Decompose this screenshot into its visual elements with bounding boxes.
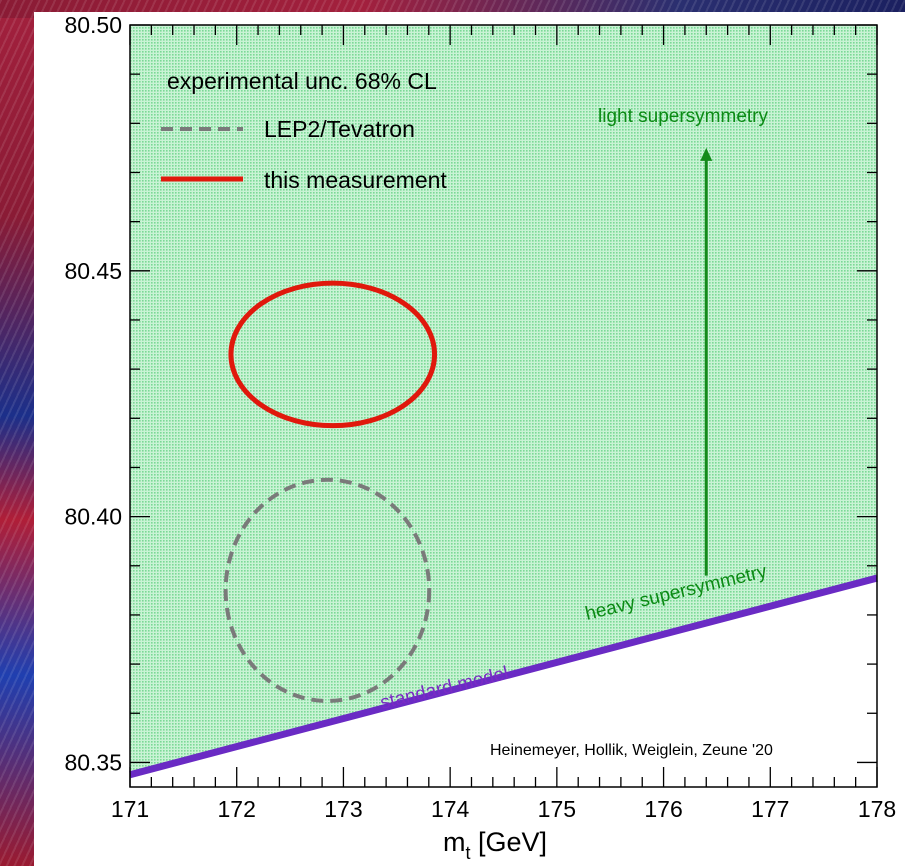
y-tick-labels: 80.35 80.40 80.45 80.50 — [64, 12, 122, 775]
y-tick-label: 80.50 — [64, 12, 122, 38]
x-tick-label: 177 — [751, 796, 789, 822]
x-tick-label: 175 — [538, 796, 576, 822]
x-tick-labels: 171 172 173 174 175 176 177 178 — [111, 796, 896, 822]
legend: experimental unc. 68% CL LEP2/Tevatron t… — [161, 68, 447, 193]
standard-model-line — [129, 574, 878, 779]
arrow-head-icon — [700, 147, 713, 161]
plot-frame — [129, 24, 878, 788]
legend-title: experimental unc. 68% CL — [167, 68, 437, 94]
y-tick-label: 80.45 — [64, 258, 122, 284]
x-tick-label: 173 — [324, 796, 362, 822]
x-tick-label: 172 — [218, 796, 256, 822]
mssm-allowed-region — [130, 25, 877, 775]
x-tick-label: 171 — [111, 796, 149, 822]
figure-panel: experimental unc. 68% CL LEP2/Tevatron t… — [34, 12, 905, 866]
this-measurement-ellipse — [228, 280, 438, 429]
minor-ticks — [130, 25, 877, 787]
legend-label-this-measurement: this measurement — [264, 167, 447, 193]
chart: experimental unc. 68% CL LEP2/Tevatron t… — [64, 12, 896, 863]
y-tick-label: 80.35 — [64, 749, 122, 775]
light-supersymmetry-label: light supersymmetry — [598, 106, 768, 127]
legend-label-lep2-tevatron: LEP2/Tevatron — [264, 116, 415, 142]
credit-text: Heinemeyer, Hollik, Weiglein, Zeune '20 — [490, 742, 773, 759]
x-tick-label: 178 — [858, 796, 896, 822]
x-tick-label: 176 — [644, 796, 682, 822]
lep2-tevatron-ellipse — [223, 477, 432, 703]
x-axis-label: mt [GeV] — [443, 827, 547, 863]
y-tick-label: 80.40 — [64, 504, 122, 530]
x-tick-label: 174 — [431, 796, 470, 822]
